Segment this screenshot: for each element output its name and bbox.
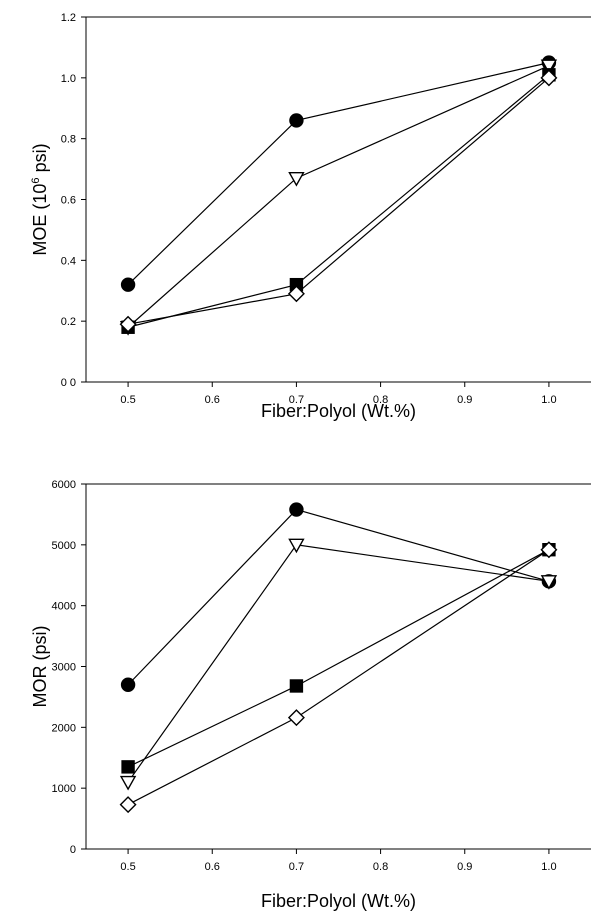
x-tick-label: 0.5 [120, 861, 135, 873]
x-tick-label: 0.8 [373, 394, 388, 406]
x-tick-label: 0.5 [120, 394, 135, 406]
marker-filled-circle [120, 677, 136, 692]
marker-open-diamond [119, 315, 137, 333]
y-tick-label: 1.2 [61, 12, 76, 24]
series-line-3 [127, 74, 550, 328]
marker-open-diamond [287, 285, 305, 303]
y-tick-label: 0.4 [61, 255, 76, 267]
series-markers-4 [119, 541, 558, 814]
y-tick-label: 3000 [52, 662, 76, 674]
x-axis-title: Fiber:Polyol (Wt.%) [261, 401, 416, 421]
x-tick-label: 1.0 [541, 394, 556, 406]
marker-filled-circle [289, 502, 304, 517]
x-axis-title: Fiber:Polyol (Wt.%) [261, 891, 416, 911]
x-tick-label: 0.9 [457, 394, 472, 406]
x-tick-label: 1.0 [541, 861, 556, 873]
marker-open-diamond [287, 709, 305, 727]
x-tick-label: 0.7 [289, 861, 304, 873]
series-line-4 [127, 77, 550, 325]
y-tick-label: 0.8 [61, 134, 76, 146]
chart-panel-2: 0 1000 2000 3000 4000 5000 6000 0.5 0.6 0.7 0.8 0.9… [30, 479, 591, 911]
y-tick-label: 0.2 [61, 316, 76, 328]
y-tick-label: 1000 [52, 783, 76, 795]
y-axis-title: MOR (psi) [30, 626, 50, 708]
y-tick-label: 5000 [52, 540, 76, 552]
series-line-1 [127, 62, 550, 286]
y-tick-label: 0 0 [61, 377, 76, 389]
marker-filled-circle [289, 113, 304, 128]
x-tick-label: 0.8 [373, 861, 388, 873]
marker-filled-circle [120, 277, 136, 292]
marker-filled-square [289, 679, 304, 693]
series-markers-4 [119, 69, 558, 333]
series-markers-2 [119, 538, 558, 791]
series-line-3 [127, 549, 550, 768]
marker-open-triangle-down [540, 59, 558, 75]
marker-open-triangle-down [540, 575, 558, 590]
x-tick-label: 0.6 [205, 861, 220, 873]
y-tick-label: 2000 [52, 722, 76, 734]
y-tick-label: 6000 [52, 479, 76, 491]
y-tick-label: 4000 [52, 601, 76, 613]
series-markers-2 [119, 59, 558, 336]
marker-open-triangle-down [288, 172, 305, 187]
y-tick-label: 0.6 [61, 195, 76, 207]
y-tick-label: 0 [70, 844, 76, 856]
series-line-1 [127, 508, 550, 686]
series-markers-3 [121, 68, 556, 334]
y-axis-title: MOE (106 psi) [30, 143, 50, 255]
y-tick-label: 1.0 [61, 73, 76, 85]
marker-open-diamond [540, 541, 558, 559]
marker-open-diamond [540, 69, 558, 87]
x-tick-label: 0.6 [205, 394, 220, 406]
marker-open-diamond [119, 796, 137, 814]
x-tick-label: 0.9 [457, 861, 472, 873]
marker-open-triangle-down [119, 775, 137, 791]
series-line-4 [127, 549, 550, 806]
marker-filled-square [121, 760, 135, 774]
marker-open-triangle-down [288, 538, 305, 554]
chart-panel-1: 0 0 0.2 0.4 0.6 0.8 1.0 1.2 0.5 0.6 0.7 0.8 0.9 1.0 F… [30, 12, 591, 421]
series-line-2 [127, 65, 550, 328]
x-tick-label: 0.7 [289, 394, 304, 406]
